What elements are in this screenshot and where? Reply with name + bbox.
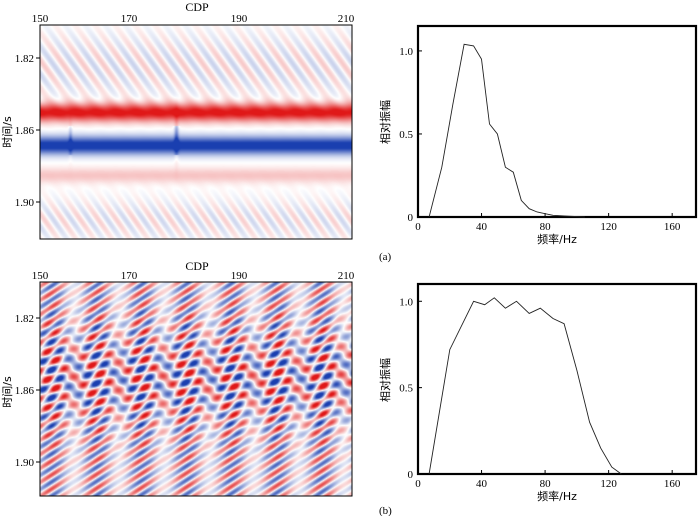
section-a-ytick-1: 1.86: [15, 125, 35, 137]
spectrum-a-frame: [416, 24, 698, 219]
section-a-raster: [40, 25, 352, 239]
spectrum-a-xtick-3: 120: [600, 221, 617, 233]
section-a-xtick-3: 210: [338, 13, 355, 25]
spectrum-a: 0 40 80 120 160 0 0.5 1.0 相对振幅 频率/Hz (a): [378, 24, 698, 263]
section-a-ytick-2: 1.90: [15, 197, 35, 209]
section-b-xlabel: CDP: [185, 259, 209, 273]
spectrum-b-series-line: [428, 297, 622, 475]
section-a-frame: [39, 24, 353, 240]
spectrum-a-xlabel: 频率/Hz: [537, 232, 577, 246]
section-b-raster: [40, 282, 352, 496]
spectrum-a-xtick-0: 0: [415, 221, 421, 233]
panel-a-label: (a): [379, 251, 392, 263]
section-b-ytick-0: 1.82: [15, 313, 34, 325]
spectrum-b-xtick-3: 120: [600, 478, 617, 490]
spectrum-b-xtick-2: 80: [540, 478, 552, 490]
spectrum-a-ylabel: 相对振幅: [378, 100, 392, 144]
section-b-frame: [39, 281, 353, 497]
spectrum-b-ytick-1: 0.5: [399, 383, 413, 395]
spectrum-b-xtick-1: 40: [476, 478, 488, 490]
panel-a: CDP 150 170 190 210 1.82 1.86 1.90 时间/s …: [1, 0, 698, 263]
section-b-xtick-3: 210: [338, 270, 355, 282]
spectrum-b-plot: 0 40 80 120 160 0 0.5 1.0: [399, 296, 681, 490]
section-a-ytick-0: 1.82: [15, 53, 34, 65]
section-a-image: [40, 25, 352, 239]
spectrum-b-ylabel: 相对振幅: [378, 358, 392, 402]
spectrum-b-xtick-0: 0: [415, 478, 421, 490]
spectrum-b-frame: [416, 282, 698, 476]
section-b-xtick-0: 150: [32, 270, 49, 282]
spectrum-b-xlabel: 频率/Hz: [537, 489, 577, 503]
seismic-section-a: CDP 150 170 190 210 1.82 1.86 1.90 时间/s: [1, 0, 355, 240]
spectrum-a-ytick-2: 1.0: [399, 46, 413, 58]
section-a-xtick-1: 170: [121, 13, 138, 25]
section-a-xlabel: CDP: [185, 0, 209, 14]
spectrum-b: 0 40 80 120 160 0 0.5 1.0 相对振幅 频率/Hz (b): [378, 282, 698, 516]
spectrum-b-ytick-0: 0: [408, 469, 414, 481]
spectrum-a-xtick-4: 160: [664, 221, 681, 233]
spectrum-a-ytick-0: 0: [408, 212, 414, 224]
spectrum-a-ytick-1: 0.5: [399, 129, 413, 141]
panel-b-label: (b): [379, 505, 392, 516]
section-b-ytick-2: 1.90: [15, 457, 35, 469]
section-b-xtick-1: 170: [121, 270, 138, 282]
seismic-section-b: CDP 150 170 190 210 1.82 1.86 1.90 时间/s: [1, 259, 355, 497]
section-a-xtick-0: 150: [32, 13, 49, 25]
spectrum-a-xtick-1: 40: [476, 221, 488, 233]
spectrum-a-series-line: [428, 43, 585, 218]
panel-b: CDP 150 170 190 210 1.82 1.86 1.90 时间/s …: [1, 259, 698, 516]
section-b-image: [40, 282, 352, 496]
spectrum-a-xtick-2: 80: [540, 221, 552, 233]
spectrum-a-plot: 0 40 80 120 160 0 0.5 1.0: [399, 43, 681, 233]
section-b-ytick-1: 1.86: [15, 385, 35, 397]
section-a-ylabel: 时间/s: [1, 116, 14, 148]
section-a-xtick-2: 190: [231, 13, 248, 25]
spectrum-b-ytick-2: 1.0: [399, 296, 413, 308]
spectrum-b-xtick-4: 160: [664, 478, 681, 490]
section-b-ylabel: 时间/s: [1, 376, 14, 408]
section-b-xtick-2: 190: [231, 270, 248, 282]
